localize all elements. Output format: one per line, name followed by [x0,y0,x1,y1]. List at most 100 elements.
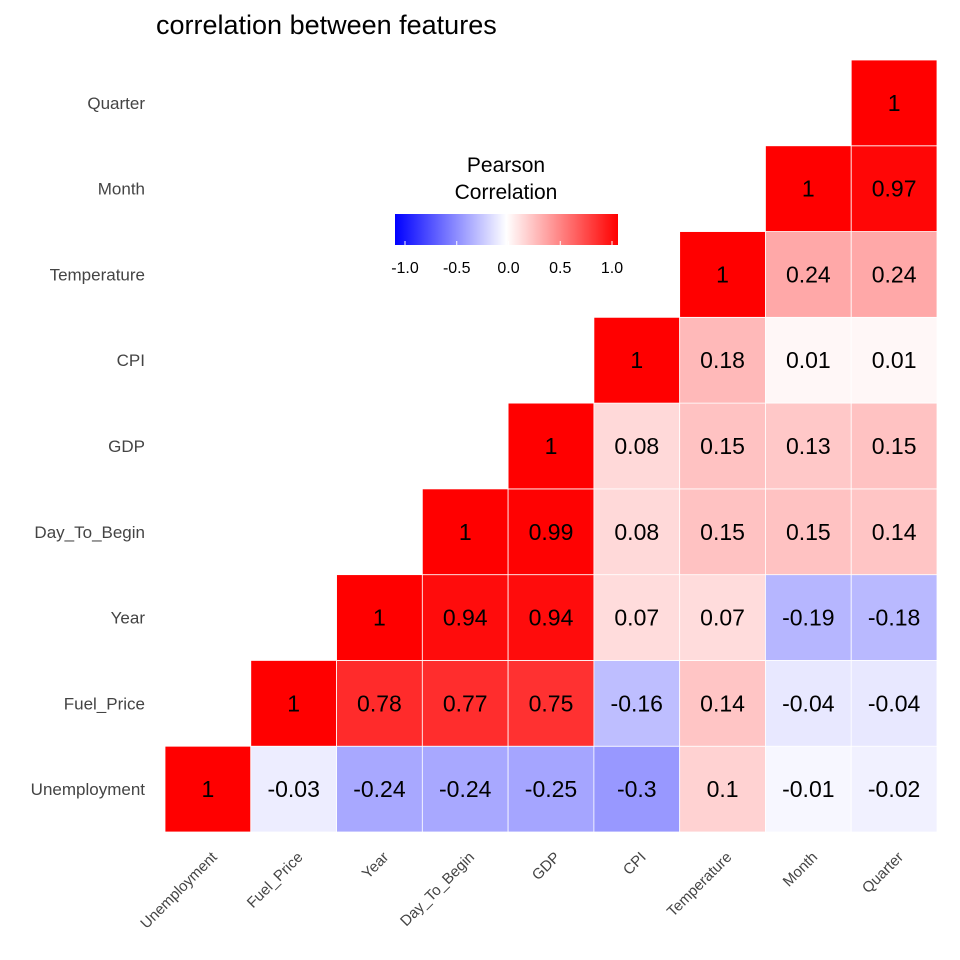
cell-value-label: 0.18 [700,347,745,373]
heatmap-cell-CPI-CPI [593,316,681,404]
legend-tick-label: 0.0 [497,260,519,277]
heatmap-cell-Temperature-CPI [679,316,766,404]
heatmap-cell-Temperature-Fuel_Price [679,660,766,747]
x-tick-label-CPI: CPI [620,849,650,879]
heatmap-cell-CPI-Day_To_Begin [593,488,681,576]
heatmap-cell-Day_To_Begin-Fuel_Price [421,660,509,747]
legend-title-line1: Pearson [467,154,545,177]
cell-value-label: 0.77 [443,690,488,716]
y-tick-label-CPI: CPI [117,351,145,370]
heatmap-cell-Year-Year [336,574,423,661]
y-tick-label-Month: Month [98,180,145,199]
x-tick-label-Temperature: Temperature [664,849,736,921]
heatmap-cell-Quarter-Year [850,574,938,661]
heatmap-cell-Month-Unemployment [765,745,852,833]
legend-title-line2: Correlation [455,181,558,204]
heatmap-cell-Temperature-Day_To_Begin [679,488,766,576]
heatmap-cell-Month-Year [765,574,852,661]
cell-value-label: 0.14 [700,690,745,716]
cell-value-label: -0.02 [868,776,920,802]
heatmap-cell-Day_To_Begin-Day_To_Begin [421,488,509,576]
cell-value-label: 1 [716,261,729,287]
cell-value-label: 0.15 [786,519,831,545]
heatmap-cell-CPI-Unemployment [593,745,681,833]
cell-value-label: 0.78 [357,690,402,716]
cell-value-label: 0.24 [872,261,917,287]
cell-value-label: 0.08 [614,519,659,545]
heatmap-cell-Quarter-Fuel_Price [850,660,938,747]
cell-value-label: 0.14 [872,519,917,545]
heatmap-cell-GDP-Year [507,574,595,661]
heatmap-cell-Day_To_Begin-Year [421,574,509,661]
heatmap-cell-Month-Day_To_Begin [765,488,852,576]
y-tick-label-Fuel_Price: Fuel_Price [64,694,145,713]
x-tick-label-Quarter: Quarter [859,849,907,897]
heatmap-cell-Month-CPI [765,316,852,404]
cell-value-label: 1 [201,776,214,802]
cell-value-label: -0.04 [782,690,835,716]
x-tick-label-Year: Year [359,849,392,882]
cell-value-label: 1 [630,347,643,373]
cell-value-label: -0.01 [782,776,834,802]
cell-value-label: -0.03 [267,776,319,802]
cell-value-label: 0.99 [529,519,574,545]
cell-value-label: 1 [287,690,300,716]
cell-value-label: 0.94 [443,605,488,631]
heatmap-cells: 1 -0.03 -0.24 -0.24 -0.25 -0.3 0.1 -0.01 -0.02 1 0… [164,59,938,833]
cell-value-label: 0.07 [700,605,745,631]
heatmap-cell-Fuel_Price-Fuel_Price [250,660,337,747]
cell-value-label: -0.25 [525,776,577,802]
cell-value-label: 1 [802,176,815,202]
y-tick-label-Quarter: Quarter [87,94,145,113]
chart-title: correlation between features [156,10,497,40]
legend-color-bar [395,214,618,245]
cell-value-label: 0.94 [529,605,574,631]
y-tick-label-Temperature: Temperature [50,265,145,284]
heatmap-cell-GDP-GDP [507,402,595,490]
heatmap-cell-GDP-Unemployment [507,745,595,833]
x-tick-label-GDP: GDP [529,849,564,884]
x-tick-label-Unemployment: Unemployment [137,848,221,932]
cell-value-label: -0.3 [617,776,657,802]
cell-value-label: 1 [888,90,901,116]
y-tick-label-Unemployment: Unemployment [31,780,146,799]
heatmap-cell-Quarter-Quarter [850,59,938,147]
legend-ticks: -1.0 -0.5 0.0 0.5 1.0 [391,241,623,277]
cell-value-label: 0.07 [614,605,659,631]
x-tick-label-Day_To_Begin: Day_To_Begin [397,849,478,930]
cell-value-label: 0.01 [786,347,831,373]
heatmap-cell-Month-Fuel_Price [765,660,852,747]
x-tick-label-Month: Month [780,849,822,891]
heatmap-cell-Quarter-Temperature [850,231,938,318]
heatmap-cell-CPI-Year [593,574,681,661]
cell-value-label: 0.08 [614,433,659,459]
legend-tick-label: 0.5 [549,260,571,277]
cell-value-label: 0.1 [707,776,739,802]
cell-value-label: -0.24 [439,776,492,802]
heatmap-cell-Temperature-Unemployment [679,745,766,833]
cell-value-label: 1 [373,605,386,631]
cell-value-label: -0.04 [868,690,921,716]
cell-value-label: 0.15 [700,519,745,545]
y-tick-label-GDP: GDP [108,437,145,456]
heatmap-cell-Quarter-Day_To_Begin [850,488,938,576]
cell-value-label: 0.75 [529,690,574,716]
heatmap-cell-Month-Temperature [765,231,852,318]
y-tick-label-Day_To_Begin: Day_To_Begin [34,523,145,542]
cell-value-label: 0.13 [786,433,831,459]
heatmap-cell-Fuel_Price-Unemployment [250,745,337,833]
cell-value-label: 0.01 [872,347,917,373]
cell-value-label: 0.15 [700,433,745,459]
cell-value-label: 1 [459,519,472,545]
y-axis-tick-labels: Unemployment Fuel_Price Year Day_To_Begin GD… [31,94,146,799]
cell-value-label: -0.18 [868,605,920,631]
cell-value-label: -0.19 [782,605,834,631]
heatmap-cell-Quarter-Month [850,145,938,232]
y-tick-label-Year: Year [111,609,146,628]
heatmap-cell-Month-Month [765,145,852,232]
cell-value-label: 1 [545,433,558,459]
heatmap-cell-Unemployment-Unemployment [164,745,252,833]
cell-value-label: 0.24 [786,261,831,287]
legend-tick-label: -1.0 [391,260,419,277]
